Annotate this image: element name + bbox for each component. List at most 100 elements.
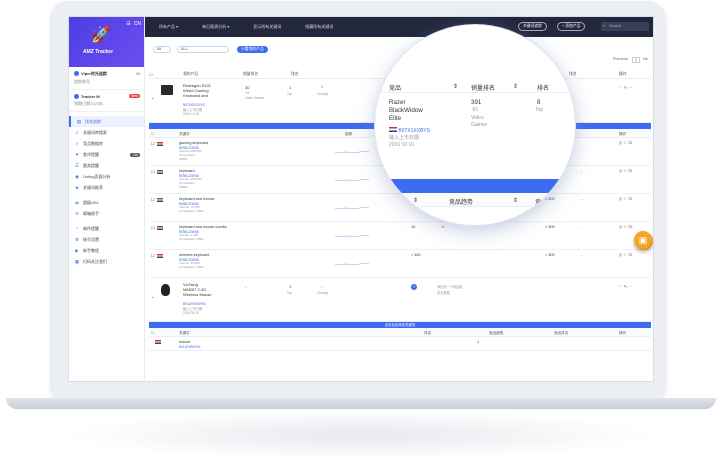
- sales-rank-value: -: [245, 284, 247, 289]
- device-shadow: [60, 410, 660, 460]
- sidebar-item-7[interactable]: ⇄ 超级URL: [69, 197, 144, 208]
- row-action-icons[interactable]: ♡ ✎ ⋯: [619, 284, 633, 289]
- account-item[interactable]: Tracker M 到期日期2023年 New: [69, 90, 144, 113]
- keyword-tracking-button[interactable]: 关键词追踪: [518, 22, 547, 31]
- topbar-menu-charts[interactable]: 每日图表分析 ▾: [202, 24, 230, 29]
- sidebar-item-11[interactable]: ▶ 新手教程: [69, 245, 144, 256]
- keyword-action-icons[interactable]: ▥ ✎ ⌫: [619, 197, 633, 201]
- row-checkbox[interactable]: ☐: [151, 254, 155, 258]
- add-group-icon[interactable]: +: [411, 284, 417, 290]
- sidebar-item-5[interactable]: ◉ Listing页面分析: [69, 171, 144, 182]
- keyword-action-icons[interactable]: ▥ ✎ ⌫: [619, 141, 633, 145]
- keyword-meta: Competition: 3600: [179, 237, 204, 241]
- keyword-row[interactable]: mouse B01ATW93F64 1: [149, 337, 651, 351]
- language-icon[interactable]: CN: [133, 21, 141, 27]
- sales-rank-delta: +4: [245, 91, 249, 95]
- keyword-action-icons[interactable]: ▥ ✎ ⌫: [619, 225, 633, 229]
- rank-top-label: Top: [287, 92, 293, 96]
- link-icon: ⇄: [75, 199, 79, 205]
- sales-rank-value: 30: [245, 85, 250, 90]
- menu-icon[interactable]: ☰: [126, 21, 131, 27]
- topbar-menu-hide-keywords[interactable]: 隐藏所有关键词: [305, 24, 334, 29]
- keyword-meta: Competition: 3600: [179, 265, 204, 269]
- add-keyword-bar[interactable]: 点击此处添加关键词: [149, 322, 651, 328]
- keyboard-product-image: [161, 85, 173, 95]
- lens-asin[interactable]: B07X1XXBYS: [389, 127, 430, 134]
- keyword-op: -: [581, 169, 583, 173]
- search-icon: ⌕: [75, 141, 79, 147]
- product-asin[interactable]: B01ATW93F64: [183, 302, 206, 306]
- topbar-menu-products[interactable]: 所有产品 ▾: [159, 24, 179, 29]
- sort-icon[interactable]: ⇕: [513, 84, 519, 90]
- sidebar-item-9[interactable]: ◔ 邮件提醒: [69, 223, 144, 234]
- pager-previous[interactable]: Previous: [613, 57, 628, 61]
- row-action-icons[interactable]: ♡ ✎ ⋯: [619, 85, 633, 90]
- product-row[interactable]: ⌄ VicTsing MM057 2.4G Wireless Mouse B01…: [149, 278, 651, 322]
- sidebar-item-3[interactable]: ♥ 差评提醒 136: [69, 149, 144, 160]
- sales-rank-category: Video Games: [245, 96, 265, 100]
- sidebar-item-4[interactable]: ☰ 跟卖提醒: [69, 160, 144, 171]
- row-checkbox[interactable]: ☐: [151, 198, 155, 202]
- pager-page[interactable]: 1: [632, 57, 641, 63]
- sidebar-item-10[interactable]: ⚙ 账号设置: [69, 234, 144, 245]
- sort-icon[interactable]: ⇕: [413, 198, 419, 204]
- help-chat-icon[interactable]: ▣: [634, 231, 652, 249]
- filter-select-all[interactable]: All: [153, 46, 171, 53]
- col-rank: 排名: [424, 331, 432, 335]
- sidebar-item-0[interactable]: ▤ 排名追踪: [69, 116, 144, 128]
- row-checkbox[interactable]: ☐: [151, 142, 155, 146]
- select-all-checkbox[interactable]: ☐: [149, 73, 153, 77]
- keyword-asin[interactable]: B098LZ2W58: [179, 202, 199, 206]
- keyword-action-icons[interactable]: ▥ ✎ ⌫: [619, 253, 633, 257]
- keyword-asin[interactable]: B098LZ2W58: [179, 258, 199, 262]
- lens-rank-delta: -61: [471, 107, 479, 113]
- keyword-meta: Volume: 1,300: [179, 233, 199, 237]
- col-comp-trend: 竞品趋势: [489, 331, 504, 335]
- product-meta: 输入上市日期 2016 06 14: [183, 307, 203, 315]
- keyword-action-icons[interactable]: ▥ ✎ ⌫: [619, 169, 633, 173]
- keyword-text: mouse: [179, 340, 191, 344]
- keyword-row[interactable]: ☐ keyboard and mouse combo B098LZ2W58 Volum…: [149, 222, 651, 250]
- pager-next[interactable]: Ne: [643, 57, 648, 61]
- lens-rank-top: 8: [537, 99, 541, 106]
- keyword-asin[interactable]: B098LZ2W58: [179, 146, 199, 150]
- col-my-product: 我的产品: [183, 72, 199, 76]
- new-badge: New: [128, 94, 140, 98]
- row-checkbox[interactable]: ☐: [151, 170, 155, 174]
- account-item[interactable]: Viper时光追踪 追踪账号 48: [69, 67, 144, 90]
- sidebar-badge: 136: [130, 152, 140, 157]
- sidebar-item-8[interactable]: ✉ 邮箱助手: [69, 208, 144, 219]
- expand-chevron-icon[interactable]: ⌄: [151, 95, 155, 100]
- row-checkbox[interactable]: ☐: [151, 226, 155, 230]
- trend-sparkline: [335, 234, 369, 238]
- sidebar-item-1[interactable]: ⌕ 关键词库搜索: [69, 127, 144, 138]
- sort-icon[interactable]: ⇕: [453, 84, 459, 90]
- gear-icon: ⚙: [74, 236, 80, 242]
- keyword-asin[interactable]: B01ATW93F64: [179, 345, 201, 349]
- sidebar-item-label: 超级URL: [83, 199, 100, 205]
- sort-icon[interactable]: ⇕: [513, 198, 519, 204]
- competitor-rank: > 300: [545, 253, 555, 257]
- my-products-button[interactable]: 只看我的产品: [237, 46, 268, 53]
- add-product-button[interactable]: + 添加产品: [557, 22, 586, 31]
- product-title: Redragon S101 Wired Gaming Keyboard and: [183, 83, 212, 98]
- product-asin[interactable]: B07NZXXXXX: [183, 103, 205, 107]
- sidebar-item-label: 账号设置: [83, 236, 99, 242]
- product-title: VicTsing MM057 2.4G Wireless Mouse: [183, 282, 212, 297]
- keyword-asin[interactable]: B098LZ2W58: [179, 230, 199, 234]
- sidebar-item-12[interactable]: ▦ 扫码关注我们: [69, 256, 144, 267]
- search-icon: ⌕: [603, 24, 606, 28]
- pager: Previous 1 Ne: [145, 57, 653, 65]
- expand-chevron-icon[interactable]: ⌄: [151, 294, 155, 299]
- search-placeholder: Search: [609, 24, 622, 28]
- sidebar-item-6[interactable]: ◈ 关键词推荐: [69, 182, 144, 193]
- keyword-text: keyboard: [179, 169, 195, 173]
- search-input[interactable]: ⌕ Search: [601, 22, 649, 31]
- filter-select-group[interactable]: ALL: [177, 46, 229, 53]
- topbar-menu-show-keywords[interactable]: 显示所有关键词: [253, 24, 282, 29]
- top-bar: 所有产品 ▾ 每日图表分析 ▾ 显示所有关键词 隐藏所有关键词 关键词追踪 + …: [145, 17, 653, 37]
- keyword-row[interactable]: ☐ wireless keyboard B098LZ2W58 Volume: 56,2…: [149, 250, 651, 278]
- keyword-asin[interactable]: B098LZ2W58: [179, 174, 199, 178]
- filter-bar: All ALL 只看我的产品: [145, 43, 653, 57]
- sidebar-item-2[interactable]: ⌕ 竞品数据库: [69, 138, 144, 149]
